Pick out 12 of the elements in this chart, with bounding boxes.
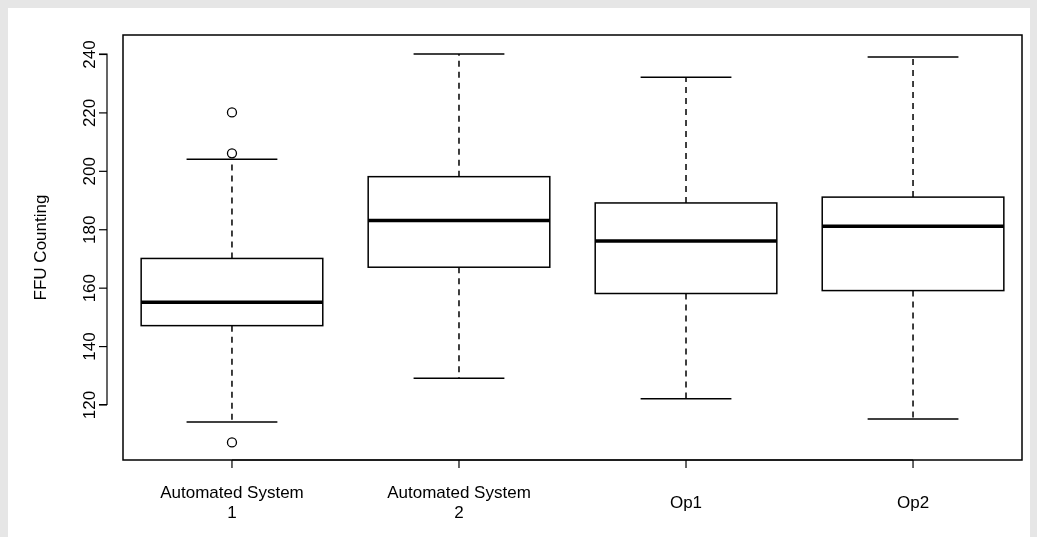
y-tick-label: 120 (80, 390, 99, 420)
y-tick-label: 140 (80, 332, 99, 361)
x-tick-label: Op1 (669, 493, 703, 512)
y-tick-label: 200 (80, 157, 99, 186)
x-tick-label: Automated System 2 (387, 483, 531, 522)
x-tick-label: Automated System 1 (160, 483, 304, 522)
y-tick-label: 160 (80, 273, 99, 303)
y-tick-label: 180 (80, 215, 99, 244)
y-tick-label: 240 (80, 40, 99, 69)
x-tick-label: Op2 (896, 493, 930, 512)
y-axis-title: FFU Counting (31, 194, 50, 301)
y-tick-label: 220 (80, 98, 99, 128)
